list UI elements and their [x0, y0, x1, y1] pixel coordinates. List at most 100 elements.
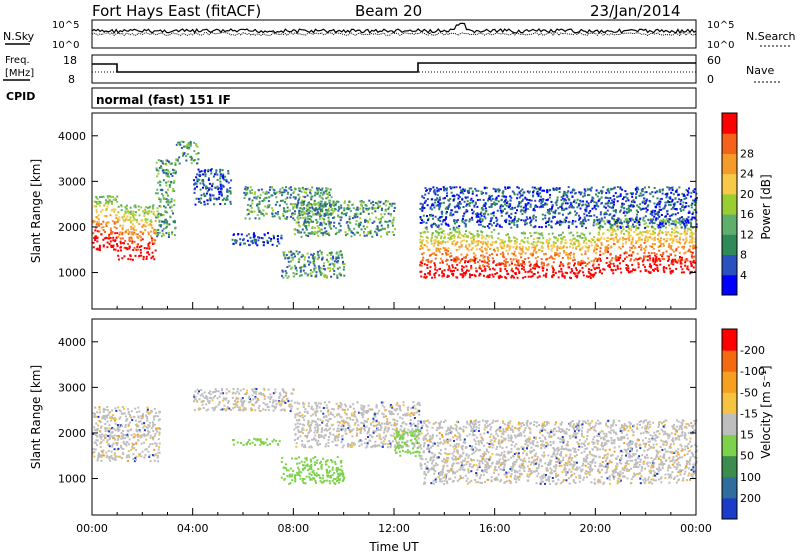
range-cell [494, 190, 497, 193]
range-cell [628, 209, 631, 212]
range-cell [97, 454, 100, 457]
range-cell [515, 247, 518, 250]
range-cell [145, 211, 148, 214]
range-cell [582, 218, 585, 221]
range-cell [695, 197, 698, 199]
range-cell [119, 242, 122, 245]
range-cell [329, 257, 332, 260]
range-cell [577, 204, 580, 207]
range-cell [679, 221, 682, 223]
range-cell [285, 254, 288, 257]
range-cell [603, 216, 606, 219]
range-cell [121, 228, 124, 231]
range-cell [296, 216, 299, 219]
range-cell [314, 230, 317, 233]
range-cell [449, 232, 452, 234]
range-cell [291, 203, 294, 206]
range-cell [597, 237, 600, 240]
range-cell [328, 234, 331, 237]
range-cell [129, 255, 132, 257]
range-cell [181, 152, 184, 155]
range-cell [442, 274, 445, 277]
range-cell [670, 245, 673, 247]
range-cell [346, 221, 349, 223]
range-cell [616, 224, 619, 226]
range-cell [683, 227, 686, 230]
range-cell [464, 261, 466, 264]
range-cell [315, 218, 318, 221]
range-cell [120, 432, 123, 435]
range-cell [280, 236, 283, 239]
range-cell [338, 251, 341, 254]
range-cell [603, 205, 606, 208]
range-cell [547, 198, 549, 201]
range-cell [210, 168, 213, 170]
range-cell [558, 255, 561, 258]
range-cell [157, 451, 160, 454]
range-cell [538, 226, 541, 228]
range-cell [105, 202, 107, 205]
range-cell [685, 221, 688, 224]
range-cell [691, 233, 694, 236]
range-cell [127, 435, 130, 438]
nsearch-tick-low: 10^0 [707, 40, 734, 51]
range-cell [487, 276, 490, 279]
range-cell [430, 238, 433, 241]
cpid-frame [91, 87, 697, 109]
range-cell [539, 186, 542, 189]
range-cell [185, 155, 187, 158]
range-cell [242, 239, 245, 242]
range-cell [106, 439, 109, 442]
range-cell [639, 192, 642, 195]
range-cell [229, 190, 232, 193]
range-cell [434, 238, 437, 241]
range-cell [387, 212, 390, 215]
range-cell [619, 225, 622, 228]
station-title: Fort Hays East (fitACF) [92, 2, 261, 20]
range-cell [667, 203, 670, 206]
range-cell [131, 242, 134, 245]
range-cell [684, 264, 687, 267]
range-cell [488, 259, 491, 262]
range-cell [337, 256, 340, 259]
range-cell [97, 415, 100, 418]
range-cell [155, 216, 158, 219]
range-cell [451, 186, 454, 189]
range-cell [538, 237, 541, 239]
range-cell [148, 454, 151, 457]
range-cell [453, 197, 456, 200]
range-cell [256, 203, 259, 206]
range-cell [545, 225, 547, 228]
range-cell [463, 222, 466, 225]
range-cell [151, 205, 154, 208]
range-cell [598, 221, 601, 224]
range-cell [137, 205, 140, 208]
range-cell [278, 242, 281, 245]
range-cell [120, 412, 123, 415]
range-cell [290, 215, 292, 218]
range-cell [516, 193, 519, 196]
range-cell [681, 220, 684, 223]
range-cell [442, 220, 444, 223]
range-cell [602, 220, 605, 223]
range-cell [494, 273, 497, 275]
range-cell [112, 239, 115, 242]
range-cell [547, 221, 550, 223]
range-cell [435, 230, 437, 233]
range-cell [624, 190, 627, 193]
range-cell [310, 253, 313, 256]
range-cell [484, 210, 487, 213]
range-cell [532, 217, 535, 220]
range-cell [695, 225, 698, 228]
range-cell [133, 240, 136, 243]
range-cell [540, 245, 543, 248]
range-cell [577, 262, 580, 265]
range-cell [493, 201, 496, 204]
range-cell [524, 196, 527, 199]
range-cell [340, 254, 343, 257]
range-cell [504, 261, 507, 263]
range-cell [482, 240, 485, 243]
range-cell [690, 254, 693, 257]
range-cell [344, 234, 347, 237]
range-cell [612, 269, 615, 272]
